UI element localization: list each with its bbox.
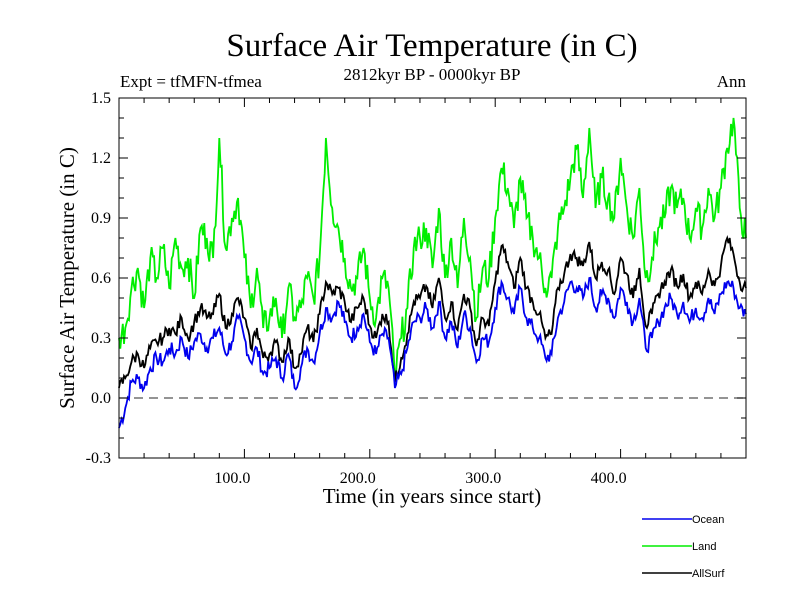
legend-label-allsurf: AllSurf (692, 568, 725, 580)
chart-subtitle-left: Expt = tfMFN-tfmea (120, 72, 262, 91)
legend: Ocean Land AllSurf (642, 514, 725, 580)
x-tick-label: 100.0 (214, 470, 250, 487)
legend-label-land: Land (692, 541, 716, 553)
y-tick-label: 0.9 (91, 210, 111, 227)
ticks-layer: 100.0 200.0 300.0 400.0 -0.3 0.0 0.3 0.6 0.9 1.2 1… (86, 90, 746, 487)
series-line-ocean (118, 276, 747, 429)
y-tick-label: 0.0 (91, 390, 111, 407)
y-tick-label: -0.3 (86, 450, 111, 467)
series-layer (118, 117, 747, 429)
series-line-allsurf (118, 235, 747, 389)
plot-frame (118, 97, 747, 459)
y-tick-label: 1.5 (91, 90, 111, 107)
chart-title: Surface Air Temperature (in C) (226, 28, 637, 64)
series-line-land (118, 117, 747, 379)
x-tick-label: 300.0 (465, 470, 501, 487)
y-axis-title: Surface Air Temperature (in C) (55, 147, 79, 409)
legend-label-ocean: Ocean (692, 514, 724, 526)
x-tick-label: 200.0 (340, 470, 376, 487)
y-tick-label: 0.6 (91, 270, 111, 287)
y-tick-label: 1.2 (91, 150, 111, 167)
x-tick-label: 400.0 (591, 470, 627, 487)
x-axis-title: Time (in years since start) (323, 484, 542, 508)
chart-subtitle-right: Ann (717, 72, 747, 91)
y-tick-label: 0.3 (91, 330, 111, 347)
chart-subtitle-center: 2812kyr BP - 0000kyr BP (344, 65, 521, 84)
